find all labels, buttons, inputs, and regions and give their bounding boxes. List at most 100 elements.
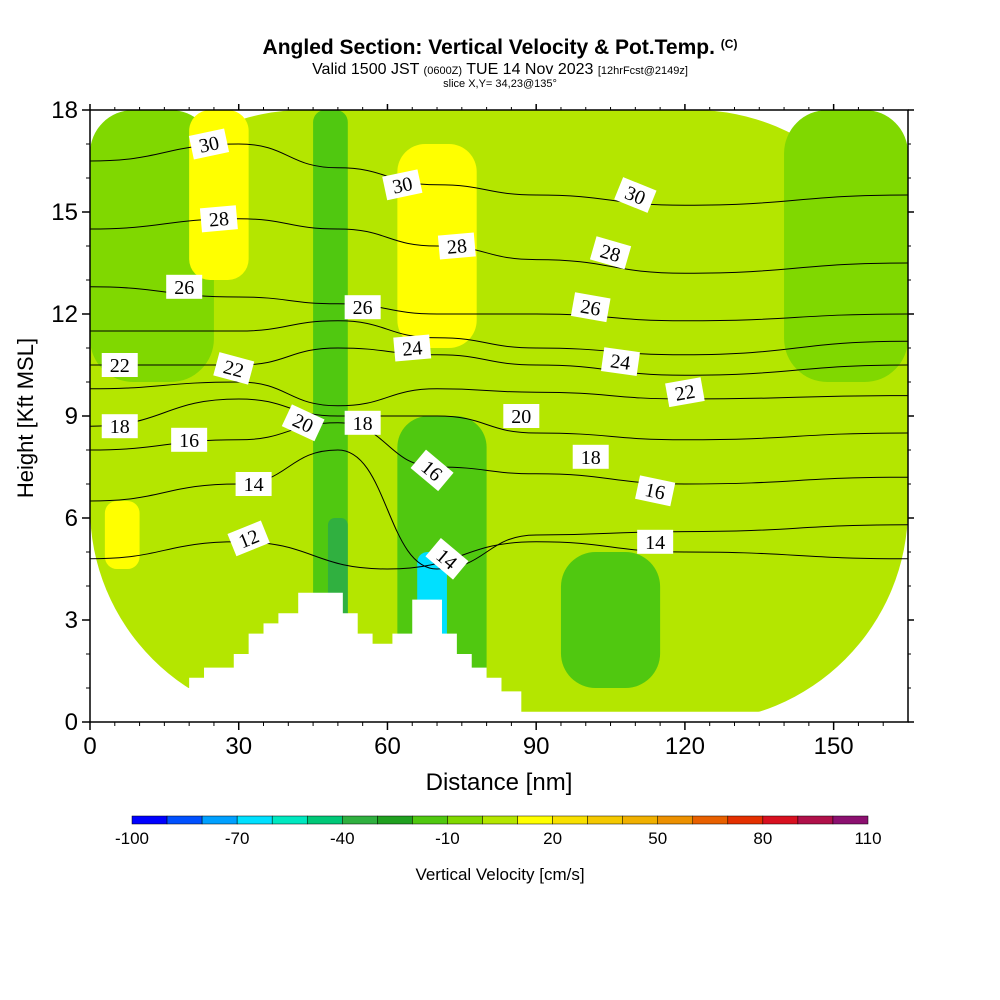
colorbar-swatch xyxy=(447,815,483,825)
colorbar-swatch xyxy=(166,815,203,825)
contour-label-box xyxy=(344,295,381,320)
contour-label-text: 22 xyxy=(673,381,697,406)
contour-label-text: 18 xyxy=(110,416,130,438)
contour-label: 18 xyxy=(101,414,138,439)
contour-label: 18 xyxy=(344,410,381,435)
slice-info: slice X,Y= 34,23@135° xyxy=(443,78,557,90)
y-tick-label: 15 xyxy=(51,199,78,226)
contour-label-box xyxy=(665,377,705,408)
contour-label: 24 xyxy=(600,347,640,376)
contour-label-box xyxy=(101,414,138,439)
contour-label-text: 26 xyxy=(353,297,373,319)
contour-label-text: 18 xyxy=(353,413,373,435)
contour-label: 28 xyxy=(437,232,476,260)
valid-time: Valid 1500 JST xyxy=(312,61,420,78)
y-tick-label: 18 xyxy=(51,97,78,124)
colorbar-tick-label: -100 xyxy=(115,829,149,848)
velocity-region xyxy=(104,501,140,569)
contour-label-box xyxy=(166,274,203,299)
theta-contour-24 xyxy=(90,320,908,356)
x-tick-label: 30 xyxy=(225,733,252,760)
y-tick-label: 9 xyxy=(65,403,78,430)
colorbar-label: Vertical Velocity [cm/s] xyxy=(415,865,584,884)
contour-label: 30 xyxy=(614,177,657,213)
y-tick-label: 12 xyxy=(51,301,78,328)
y-tick-label: 6 xyxy=(65,505,78,532)
contour-label-box xyxy=(227,520,270,557)
contour-label-text: 14 xyxy=(244,474,264,496)
contour-label: 14 xyxy=(637,529,674,554)
x-axis-label: Distance [nm] xyxy=(426,769,573,796)
colorbar-swatch xyxy=(271,815,308,825)
contour-label-text: 16 xyxy=(179,430,199,452)
colorbar-tick-label: 50 xyxy=(648,829,667,848)
copyright-mark: (C) xyxy=(720,37,738,51)
contour-label-text: 16 xyxy=(643,479,667,505)
contour-label-box xyxy=(281,404,325,442)
contour-label: 24 xyxy=(393,334,432,362)
contour-label-text: 26 xyxy=(579,296,603,321)
contour-label-box xyxy=(213,352,255,385)
contour-label: 22 xyxy=(665,377,705,408)
contour-label: 22 xyxy=(213,352,255,385)
velocity-region xyxy=(90,110,908,722)
contour-label-box xyxy=(171,427,208,452)
contour-label-box xyxy=(570,292,611,323)
theta-contour-30 xyxy=(90,143,908,206)
contour-label-text: 28 xyxy=(446,235,468,259)
colorbar-swatch xyxy=(306,815,343,825)
contour-label-text: 18 xyxy=(581,447,601,469)
contour-label-text: 24 xyxy=(609,350,632,375)
colorbar-swatch xyxy=(797,815,834,825)
contour-label: 26 xyxy=(344,295,381,320)
colorbar: -100 -70 -40 -10 20 50 80 110 xyxy=(115,815,882,848)
contour-label-text: 22 xyxy=(110,355,130,377)
colorbar-swatch xyxy=(377,815,413,825)
contour-label: 16 xyxy=(635,475,676,507)
contour-label: 28 xyxy=(589,236,632,270)
colorbar-swatch xyxy=(131,815,168,825)
contour-label-text: 14 xyxy=(645,532,665,554)
contour-label-box xyxy=(382,169,423,201)
contour-label: 16 xyxy=(171,427,208,452)
contour-label: 30 xyxy=(188,128,230,160)
contour-label: 26 xyxy=(166,274,203,299)
valid-utc: (0600Z) xyxy=(423,65,463,77)
contour-label: 30 xyxy=(382,169,423,201)
contour-label-text: 20 xyxy=(511,406,531,428)
x-tick-label: 120 xyxy=(665,733,705,760)
contour-label-text: 30 xyxy=(390,173,414,199)
colorbar-swatch xyxy=(727,815,764,825)
colorbar-swatch xyxy=(236,815,273,825)
terrain-profile xyxy=(90,592,908,722)
colorbar-tick-label: -40 xyxy=(330,829,355,848)
colorbar-swatch xyxy=(552,815,588,825)
contour-label-box xyxy=(437,232,476,260)
contour-label: 22 xyxy=(101,353,138,377)
contour-label-text: 30 xyxy=(197,132,221,158)
contour-label-box xyxy=(589,236,632,270)
contour-label-box xyxy=(600,347,640,376)
contour-label-box xyxy=(199,205,238,233)
colorbar-tick-label: 20 xyxy=(543,829,562,848)
x-tick-label: 150 xyxy=(814,733,854,760)
velocity-region xyxy=(90,110,214,382)
contour-label-box xyxy=(637,529,674,554)
axes: 0 30 60 90 120 150 0 3 6 9 12 15 18 xyxy=(51,97,914,760)
contour-label-box xyxy=(344,410,381,435)
contour-label: 28 xyxy=(199,205,238,233)
contour-label-box xyxy=(614,177,657,213)
y-tick-label: 3 xyxy=(65,607,78,634)
title-text: Angled Section: Vertical Velocity & Pot.… xyxy=(262,36,715,59)
contour-label: 18 xyxy=(572,444,609,469)
theta-contour-16 xyxy=(90,422,908,485)
colorbar-tick-label: 110 xyxy=(854,829,881,848)
contour-label-text: 28 xyxy=(208,208,230,232)
chart-title: Angled Section: Vertical Velocity & Pot.… xyxy=(0,36,1000,60)
theta-contour-18 xyxy=(90,398,908,441)
colorbar-swatch xyxy=(412,815,448,825)
theta-contour-26 xyxy=(90,286,908,322)
contour-label: 26 xyxy=(570,292,611,323)
